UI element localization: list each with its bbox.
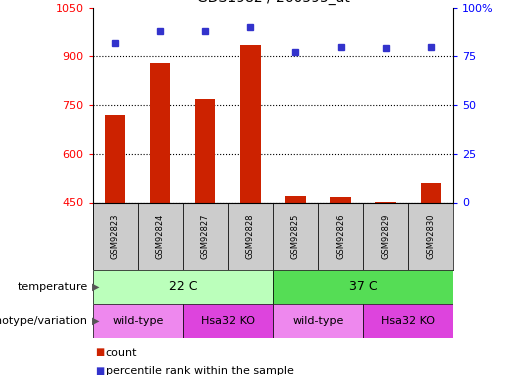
Bar [195, 99, 215, 202]
Text: GSM92829: GSM92829 [381, 214, 390, 259]
Text: GSM92823: GSM92823 [111, 213, 119, 259]
Text: GSM92827: GSM92827 [201, 213, 210, 259]
Bar [150, 63, 170, 202]
Bar [331, 196, 351, 202]
Text: 37 C: 37 C [349, 280, 377, 293]
Text: count: count [106, 348, 137, 357]
Text: ■: ■ [95, 366, 105, 375]
Text: temperature: temperature [18, 282, 88, 292]
Text: GSM92825: GSM92825 [291, 214, 300, 259]
FancyBboxPatch shape [93, 202, 138, 270]
FancyBboxPatch shape [93, 304, 183, 338]
FancyBboxPatch shape [363, 202, 408, 270]
Text: percentile rank within the sample: percentile rank within the sample [106, 366, 294, 375]
Bar [105, 115, 125, 202]
Text: Hsa32 KO: Hsa32 KO [381, 316, 435, 326]
FancyBboxPatch shape [273, 304, 363, 338]
FancyBboxPatch shape [183, 202, 228, 270]
Bar [285, 196, 305, 202]
FancyBboxPatch shape [183, 304, 273, 338]
FancyBboxPatch shape [93, 270, 273, 304]
FancyBboxPatch shape [363, 304, 453, 338]
FancyBboxPatch shape [228, 202, 273, 270]
Text: GSM92830: GSM92830 [426, 213, 435, 259]
FancyBboxPatch shape [318, 202, 363, 270]
FancyBboxPatch shape [408, 202, 453, 270]
Text: genotype/variation: genotype/variation [0, 316, 88, 326]
Text: GSM92828: GSM92828 [246, 213, 255, 259]
Text: wild-type: wild-type [293, 316, 344, 326]
Text: GSM92826: GSM92826 [336, 213, 345, 259]
Text: 22 C: 22 C [168, 280, 197, 293]
Text: ■: ■ [95, 348, 105, 357]
Bar [421, 183, 441, 203]
Text: Hsa32 KO: Hsa32 KO [201, 316, 255, 326]
Bar [241, 45, 261, 203]
FancyBboxPatch shape [273, 270, 453, 304]
Text: ▶: ▶ [92, 316, 100, 326]
Text: GSM92824: GSM92824 [156, 214, 165, 259]
FancyBboxPatch shape [138, 202, 183, 270]
Text: wild-type: wild-type [112, 316, 163, 326]
FancyBboxPatch shape [273, 202, 318, 270]
Title: GDS1982 / 260595_at: GDS1982 / 260595_at [197, 0, 349, 5]
Text: ▶: ▶ [92, 282, 100, 292]
